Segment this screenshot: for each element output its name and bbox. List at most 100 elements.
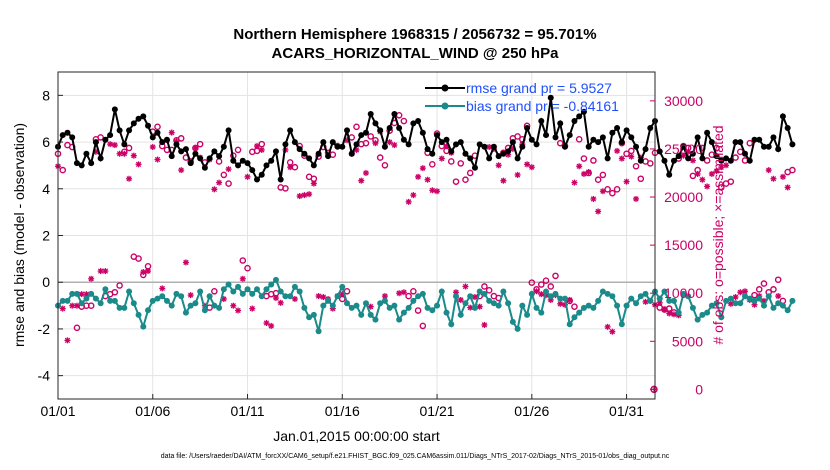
rmse-point	[145, 122, 152, 129]
bias-point	[779, 302, 786, 309]
bias-point	[580, 304, 587, 311]
rmse-point	[746, 157, 753, 164]
assimilated-obs-point	[438, 155, 445, 162]
bias-point	[438, 288, 445, 295]
bias-point	[557, 295, 564, 302]
bias-point	[595, 297, 602, 304]
bias-point	[168, 302, 175, 309]
assimilated-obs-point	[73, 302, 80, 309]
rmse-point	[301, 150, 308, 157]
rmse-point	[149, 134, 156, 141]
assimilated-obs-point	[770, 175, 777, 182]
rmse-point	[590, 136, 597, 143]
assimilated-obs-point	[571, 179, 578, 186]
bias-point	[732, 300, 739, 307]
rmse-point	[116, 127, 123, 134]
bias-point	[462, 300, 469, 307]
bias-point	[396, 316, 403, 323]
rmse-point	[524, 125, 531, 132]
bias-point	[391, 302, 398, 309]
rmse-point	[235, 162, 242, 169]
rmse-point	[609, 129, 616, 136]
bias-point	[519, 302, 526, 309]
possible-obs-point	[590, 157, 597, 164]
bias-point	[576, 309, 583, 316]
rmse-point	[291, 139, 298, 146]
assimilated-obs-point	[533, 288, 540, 295]
possible-obs-point	[528, 279, 536, 286]
y-axis-right-label: # of obs: o=possible; ×=assimilated	[710, 125, 726, 344]
assimilated-obs-point	[301, 192, 308, 199]
y-left-tick-label: -4	[38, 368, 51, 384]
assimilated-obs-point	[604, 323, 611, 330]
assimilated-obs-point	[239, 275, 246, 282]
assimilated-obs-point	[216, 179, 223, 186]
rmse-point	[765, 143, 772, 150]
rmse-point	[121, 141, 128, 148]
bias-point	[235, 283, 242, 290]
bias-point	[481, 290, 488, 297]
assimilated-obs-point	[111, 142, 118, 149]
assimilated-obs-point	[633, 195, 640, 202]
assimilated-obs-point	[528, 164, 535, 171]
y-axis-left-label: rmse and bias (model - observation)	[11, 123, 27, 347]
bias-point	[486, 297, 493, 304]
rmse-point	[88, 160, 95, 167]
rmse-point	[424, 146, 431, 153]
bias-point	[685, 293, 692, 300]
rmse-point	[410, 120, 417, 127]
chart-title-line1: Northern Hemisphere 1968315 / 2056732 = …	[233, 26, 597, 43]
bias-point	[69, 290, 76, 297]
bias-point	[500, 288, 507, 295]
possible-obs-point	[623, 150, 630, 158]
bias-point	[410, 297, 417, 304]
rmse-point	[429, 150, 436, 157]
rmse-point	[130, 120, 137, 127]
bias-point	[604, 290, 611, 297]
assimilated-obs-point	[585, 169, 592, 176]
possible-obs-point	[789, 166, 796, 174]
bias-point	[514, 325, 521, 332]
assimilated-obs-point	[59, 305, 66, 312]
rmse-point	[348, 150, 355, 157]
assimilated-obs-point	[386, 139, 393, 146]
bias-point	[476, 288, 483, 295]
rmse-point	[405, 141, 412, 148]
assimilated-obs-point	[419, 165, 426, 172]
rmse-point	[102, 136, 109, 143]
assimilated-obs-point	[462, 283, 469, 290]
possible-obs-point	[571, 303, 578, 310]
rmse-point	[83, 150, 90, 157]
bias-point	[680, 290, 687, 297]
bias-point	[163, 297, 170, 304]
possible-obs-point	[466, 169, 474, 177]
rmse-point	[552, 134, 559, 141]
x-axis-ticks: 01/01 01/06 01/11 01/16 01/21 01/26 01/31	[40, 394, 644, 419]
rmse-point	[453, 141, 459, 148]
bias-point	[784, 307, 791, 314]
bias-point	[524, 311, 531, 318]
rmse-point	[614, 125, 621, 132]
assimilated-obs-point	[457, 296, 464, 303]
rmse-point	[599, 134, 606, 141]
assimilated-obs-point	[263, 320, 270, 327]
y-axis-left-ticks: -4 -2 0 2 4 6 8	[38, 87, 63, 384]
possible-obs-point	[362, 139, 370, 147]
rmse-point	[642, 146, 649, 153]
assimilated-obs-point	[623, 178, 630, 185]
assimilated-obs-point	[415, 173, 422, 180]
rmse-point	[353, 141, 360, 148]
rmse-point	[543, 132, 550, 139]
rmse-point	[438, 139, 445, 146]
assimilated-obs-point	[272, 295, 279, 302]
rmse-point	[637, 157, 644, 164]
possible-obs-point	[381, 161, 389, 169]
bias-point	[789, 297, 796, 304]
rmse-point	[258, 171, 265, 178]
bias-point	[254, 286, 260, 293]
assimilated-obs-point	[192, 144, 199, 151]
assimilated-obs-point	[362, 169, 369, 176]
possible-obs-point	[556, 139, 564, 147]
bias-point	[353, 302, 360, 309]
rmse-point	[538, 118, 545, 125]
